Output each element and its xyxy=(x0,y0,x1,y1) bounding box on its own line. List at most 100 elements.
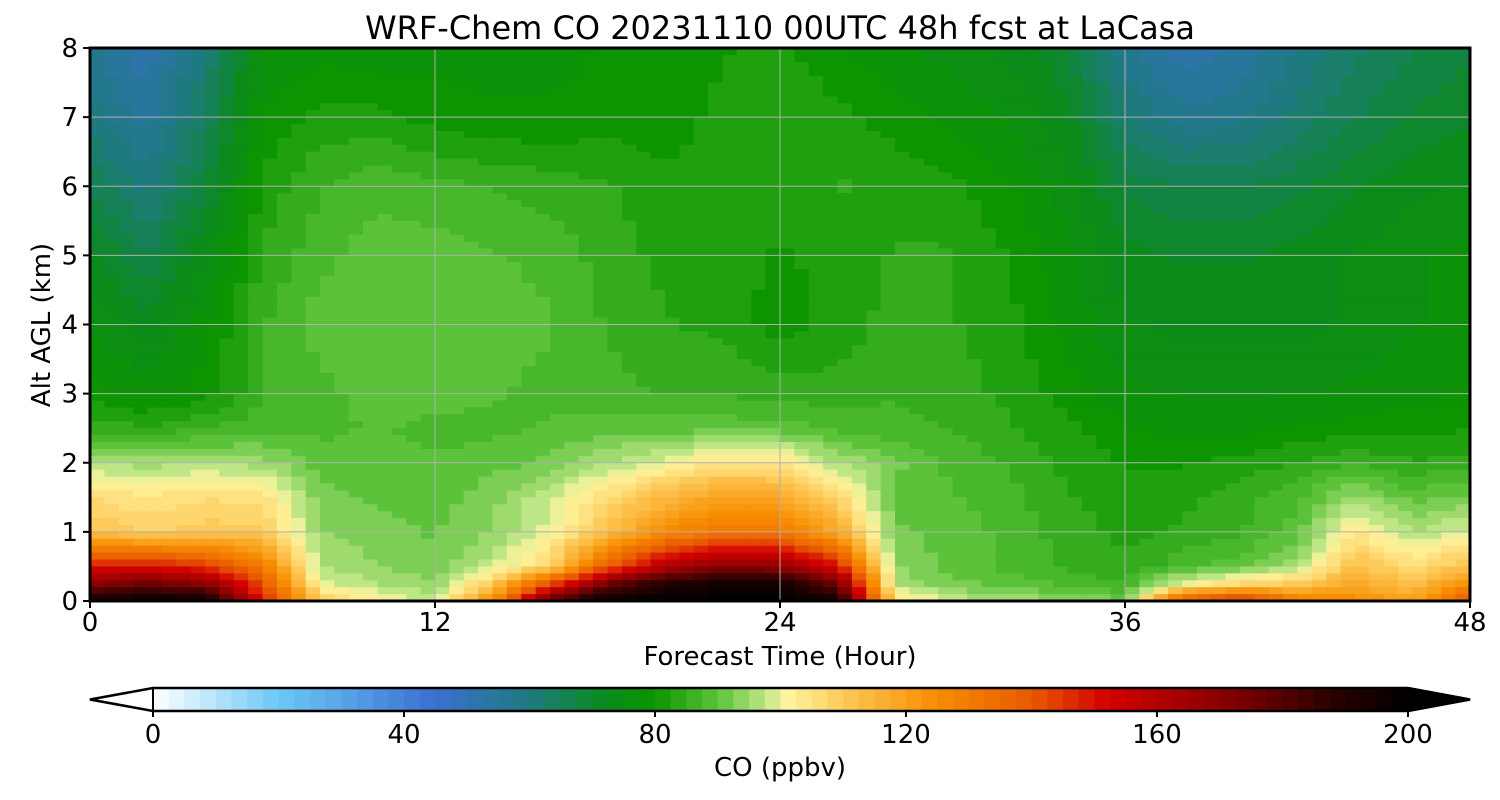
heatmap-cell xyxy=(406,220,422,229)
heatmap-cell xyxy=(1426,61,1442,70)
heatmap-cell xyxy=(823,365,839,374)
heatmap-cell xyxy=(118,172,134,180)
heatmap-cell xyxy=(909,117,925,125)
heatmap-cell xyxy=(751,248,767,256)
heatmap-cell xyxy=(348,393,364,402)
heatmap-cell xyxy=(851,165,867,174)
heatmap-cell xyxy=(1139,179,1155,187)
heatmap-cell xyxy=(176,248,192,256)
heatmap-cell xyxy=(463,186,479,194)
heatmap-cell xyxy=(478,331,494,339)
heatmap-cell xyxy=(1010,137,1025,146)
heatmap-cell xyxy=(233,310,249,319)
heatmap-cell xyxy=(1254,400,1270,409)
heatmap-cell xyxy=(291,96,307,104)
heatmap-cell xyxy=(1110,186,1126,194)
heatmap-cell xyxy=(794,400,810,409)
heatmap-cell xyxy=(938,158,954,167)
heatmap-cell xyxy=(1182,255,1198,263)
heatmap-cell xyxy=(1139,283,1155,291)
heatmap-cell xyxy=(593,89,609,97)
heatmap-cell xyxy=(650,255,666,263)
heatmap-cell xyxy=(751,359,767,367)
heatmap-cell xyxy=(1326,276,1342,284)
heatmap-cell xyxy=(593,276,609,284)
heatmap-cell xyxy=(1110,124,1126,132)
heatmap-cell xyxy=(1096,248,1112,256)
heatmap-cell xyxy=(233,89,249,97)
heatmap-cell xyxy=(1268,206,1284,215)
heatmap-cell xyxy=(377,338,393,346)
heatmap-cell xyxy=(435,151,450,160)
heatmap-cell xyxy=(1024,172,1040,180)
heatmap-cell xyxy=(1297,96,1313,104)
heatmap-cell xyxy=(391,89,407,97)
heatmap-cell xyxy=(1426,386,1442,395)
heatmap-cell xyxy=(1053,317,1069,326)
heatmap-cell xyxy=(1340,68,1356,77)
heatmap-cell xyxy=(334,117,350,125)
heatmap-cell xyxy=(1196,338,1212,346)
heatmap-cell xyxy=(607,200,623,208)
heatmap-cell xyxy=(1441,359,1457,367)
heatmap-cell xyxy=(909,393,925,402)
heatmap-cell xyxy=(1038,110,1054,118)
heatmap-cell xyxy=(161,234,177,243)
heatmap-cell xyxy=(693,130,709,139)
heatmap-cell xyxy=(377,220,393,229)
heatmap-cell xyxy=(1398,193,1414,201)
heatmap-cell xyxy=(693,103,709,111)
heatmap-cell xyxy=(1326,324,1342,333)
heatmap-cell xyxy=(1153,310,1169,319)
heatmap-cell xyxy=(176,200,192,208)
heatmap-cell xyxy=(1125,262,1140,270)
heatmap-cell xyxy=(765,372,781,381)
heatmap-cell xyxy=(895,151,910,160)
heatmap-cell xyxy=(1369,269,1385,277)
heatmap-cell xyxy=(90,386,105,395)
heatmap-cell xyxy=(1398,124,1414,132)
heatmap-cell xyxy=(665,386,680,395)
heatmap-cell xyxy=(147,296,163,305)
heatmap-cell xyxy=(449,289,465,298)
heatmap-cell xyxy=(262,48,278,56)
heatmap-cell xyxy=(1355,352,1370,360)
heatmap-cell xyxy=(578,331,594,339)
heatmap-cell xyxy=(133,213,149,222)
heatmap-cell xyxy=(621,130,637,139)
heatmap-cell xyxy=(981,248,997,256)
heatmap-cell xyxy=(794,193,810,201)
heatmap-cell xyxy=(1010,165,1025,174)
heatmap-cell xyxy=(463,359,479,367)
heatmap-cell xyxy=(305,48,321,56)
heatmap-cell xyxy=(1398,82,1414,91)
heatmap-cell xyxy=(1426,345,1442,353)
heatmap-cell xyxy=(219,206,235,215)
heatmap-cell xyxy=(851,193,867,201)
heatmap-cell xyxy=(176,110,192,118)
heatmap-cell xyxy=(1297,130,1313,139)
heatmap-cell xyxy=(650,317,666,326)
heatmap-cell xyxy=(506,255,522,263)
heatmap-cell xyxy=(1340,144,1356,153)
heatmap-cell xyxy=(1168,151,1184,160)
heatmap-cell xyxy=(147,262,163,270)
heatmap-cell xyxy=(1383,276,1399,284)
heatmap-cell xyxy=(722,137,738,146)
heatmap-cell xyxy=(851,400,867,409)
heatmap-cell xyxy=(1426,317,1442,326)
heatmap-cell xyxy=(621,227,637,236)
heatmap-cell xyxy=(291,296,307,305)
heatmap-cell xyxy=(348,130,364,139)
heatmap-cell xyxy=(1196,96,1212,104)
heatmap-cell xyxy=(449,352,465,360)
heatmap-cell xyxy=(1125,137,1140,146)
heatmap-cell xyxy=(1038,338,1054,346)
heatmap-cell xyxy=(1383,68,1399,77)
heatmap-cell xyxy=(909,234,925,243)
heatmap-cell xyxy=(636,379,652,388)
heatmap-cell xyxy=(248,317,264,326)
heatmap-cell xyxy=(1441,262,1457,270)
heatmap-cell xyxy=(320,227,335,236)
heatmap-cell xyxy=(1383,400,1399,409)
